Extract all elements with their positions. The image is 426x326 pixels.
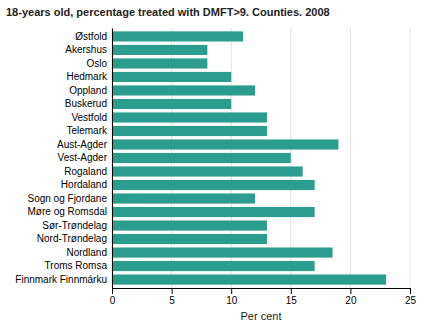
tick-label: Møre og Romsdal	[28, 206, 107, 217]
tick-mark	[410, 288, 411, 294]
category-axis: Østfold Akershus Oslo Hedmark Oppland Buskeru…	[15, 29, 112, 289]
tick: Troms Romsa	[45, 260, 108, 271]
tick-mark	[350, 288, 351, 294]
bar	[112, 72, 231, 82]
bar	[112, 31, 243, 41]
bar	[112, 220, 267, 230]
tick-mark	[172, 288, 173, 294]
bar	[112, 193, 255, 203]
tick-label: 15	[286, 295, 298, 306]
tick-mark	[112, 288, 113, 294]
tick: 25	[405, 288, 417, 306]
tick-label: Sør-Trøndelag	[42, 220, 107, 231]
bars	[112, 31, 386, 284]
chart: 18-years old, percentage treated with DM…	[0, 0, 426, 326]
bar	[112, 166, 303, 176]
bar	[112, 207, 315, 217]
tick: 0	[110, 288, 116, 306]
tick-label: Oppland	[69, 85, 107, 96]
tick: Sør-Trøndelag	[42, 220, 107, 231]
tick-label: Buskerud	[65, 98, 107, 109]
tick: 20	[345, 288, 357, 306]
bar	[112, 180, 315, 190]
tick-label: 0	[110, 295, 116, 306]
tick: 5	[169, 288, 175, 306]
bar	[112, 274, 386, 284]
tick-label: Vestfold	[71, 112, 107, 123]
tick: Aust-Agder	[57, 139, 108, 150]
tick: Nord-Trøndelag	[37, 233, 107, 244]
bar	[112, 112, 267, 122]
tick-label: Hedmark	[66, 71, 108, 82]
tick-label: 5	[169, 295, 175, 306]
tick: 15	[286, 288, 298, 306]
axis-line	[113, 289, 411, 295]
tick: Sogn og Fjordane	[27, 193, 107, 204]
grid-line	[350, 28, 351, 288]
tick-label: Sogn og Fjordane	[27, 193, 107, 204]
tick: Telemark	[66, 125, 108, 136]
value-axis: 0 5 10 15 20 25	[110, 288, 417, 306]
bar	[112, 58, 207, 68]
tick: Oppland	[69, 85, 107, 96]
grid-line	[410, 28, 411, 288]
tick: 10	[226, 288, 238, 306]
tick-mark	[291, 288, 292, 294]
bar	[112, 126, 267, 136]
title: 18-years old, percentage treated with DM…	[6, 6, 330, 18]
tick-mark	[231, 288, 232, 294]
bar	[112, 139, 338, 149]
tick-label: Østfold	[75, 31, 107, 42]
tick: Hordaland	[61, 179, 107, 190]
tick-label: 20	[345, 295, 357, 306]
tick-label: Akershus	[65, 44, 107, 55]
grid	[112, 28, 410, 288]
tick: Buskerud	[65, 98, 107, 109]
tick: Nordland	[66, 247, 107, 258]
bar	[112, 85, 255, 95]
plot: 0 5 10 15 20 25 Østfold Akershus Oslo Hedmark Oppl…	[15, 28, 416, 306]
bar	[112, 99, 231, 109]
tick: Vest-Agder	[58, 152, 108, 163]
tick-label: Finnmark Finnmárku	[15, 274, 107, 285]
tick: Østfold	[75, 31, 107, 42]
bar	[112, 234, 267, 244]
tick-label: Aust-Agder	[57, 139, 108, 150]
tick: Akershus	[65, 44, 107, 55]
tick: Vestfold	[71, 112, 107, 123]
tick: Oslo	[86, 58, 107, 69]
tick-label: Hordaland	[61, 179, 107, 190]
tick-label: Oslo	[86, 58, 107, 69]
tick-label: 25	[405, 295, 417, 306]
axis-line	[112, 29, 113, 289]
grid-line	[112, 28, 113, 288]
bar	[112, 247, 333, 257]
tick-label: Troms Romsa	[45, 260, 108, 271]
tick: Finnmark Finnmárku	[15, 274, 107, 285]
tick-label: Vest-Agder	[58, 152, 108, 163]
tick-label: 10	[226, 295, 238, 306]
bar	[112, 45, 207, 55]
tick-label: Telemark	[66, 125, 108, 136]
bar	[112, 261, 315, 271]
tick: Hedmark	[66, 71, 108, 82]
tick-label: Nordland	[66, 247, 107, 258]
axis-title: Per cent	[241, 310, 282, 322]
tick-label: Nord-Trøndelag	[37, 233, 107, 244]
tick: Møre og Romsdal	[28, 206, 107, 217]
tick-label: Rogaland	[64, 166, 107, 177]
tick: Rogaland	[64, 166, 107, 177]
bar	[112, 153, 291, 163]
